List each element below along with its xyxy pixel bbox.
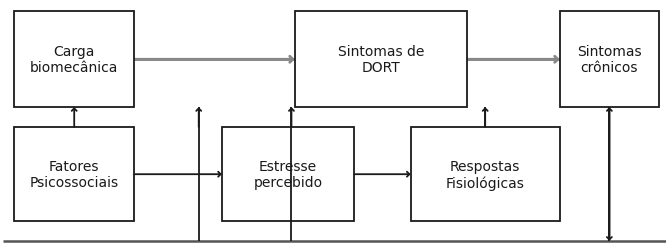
Text: Fatores
Psicossociais: Fatores Psicossociais [29,160,119,190]
Bar [411,128,560,222]
Bar [14,128,134,222]
Bar [14,12,134,108]
Bar [560,12,659,108]
Bar [295,12,467,108]
Text: Estresse
percebido: Estresse percebido [254,160,322,190]
Text: Sintomas
crônicos: Sintomas crônicos [577,45,642,75]
Text: Carga
biomecânica: Carga biomecânica [30,45,118,75]
Bar [222,128,355,222]
Text: Sintomas de
DORT: Sintomas de DORT [338,45,424,75]
Text: Respostas
Fisiológicas: Respostas Fisiológicas [446,159,524,190]
